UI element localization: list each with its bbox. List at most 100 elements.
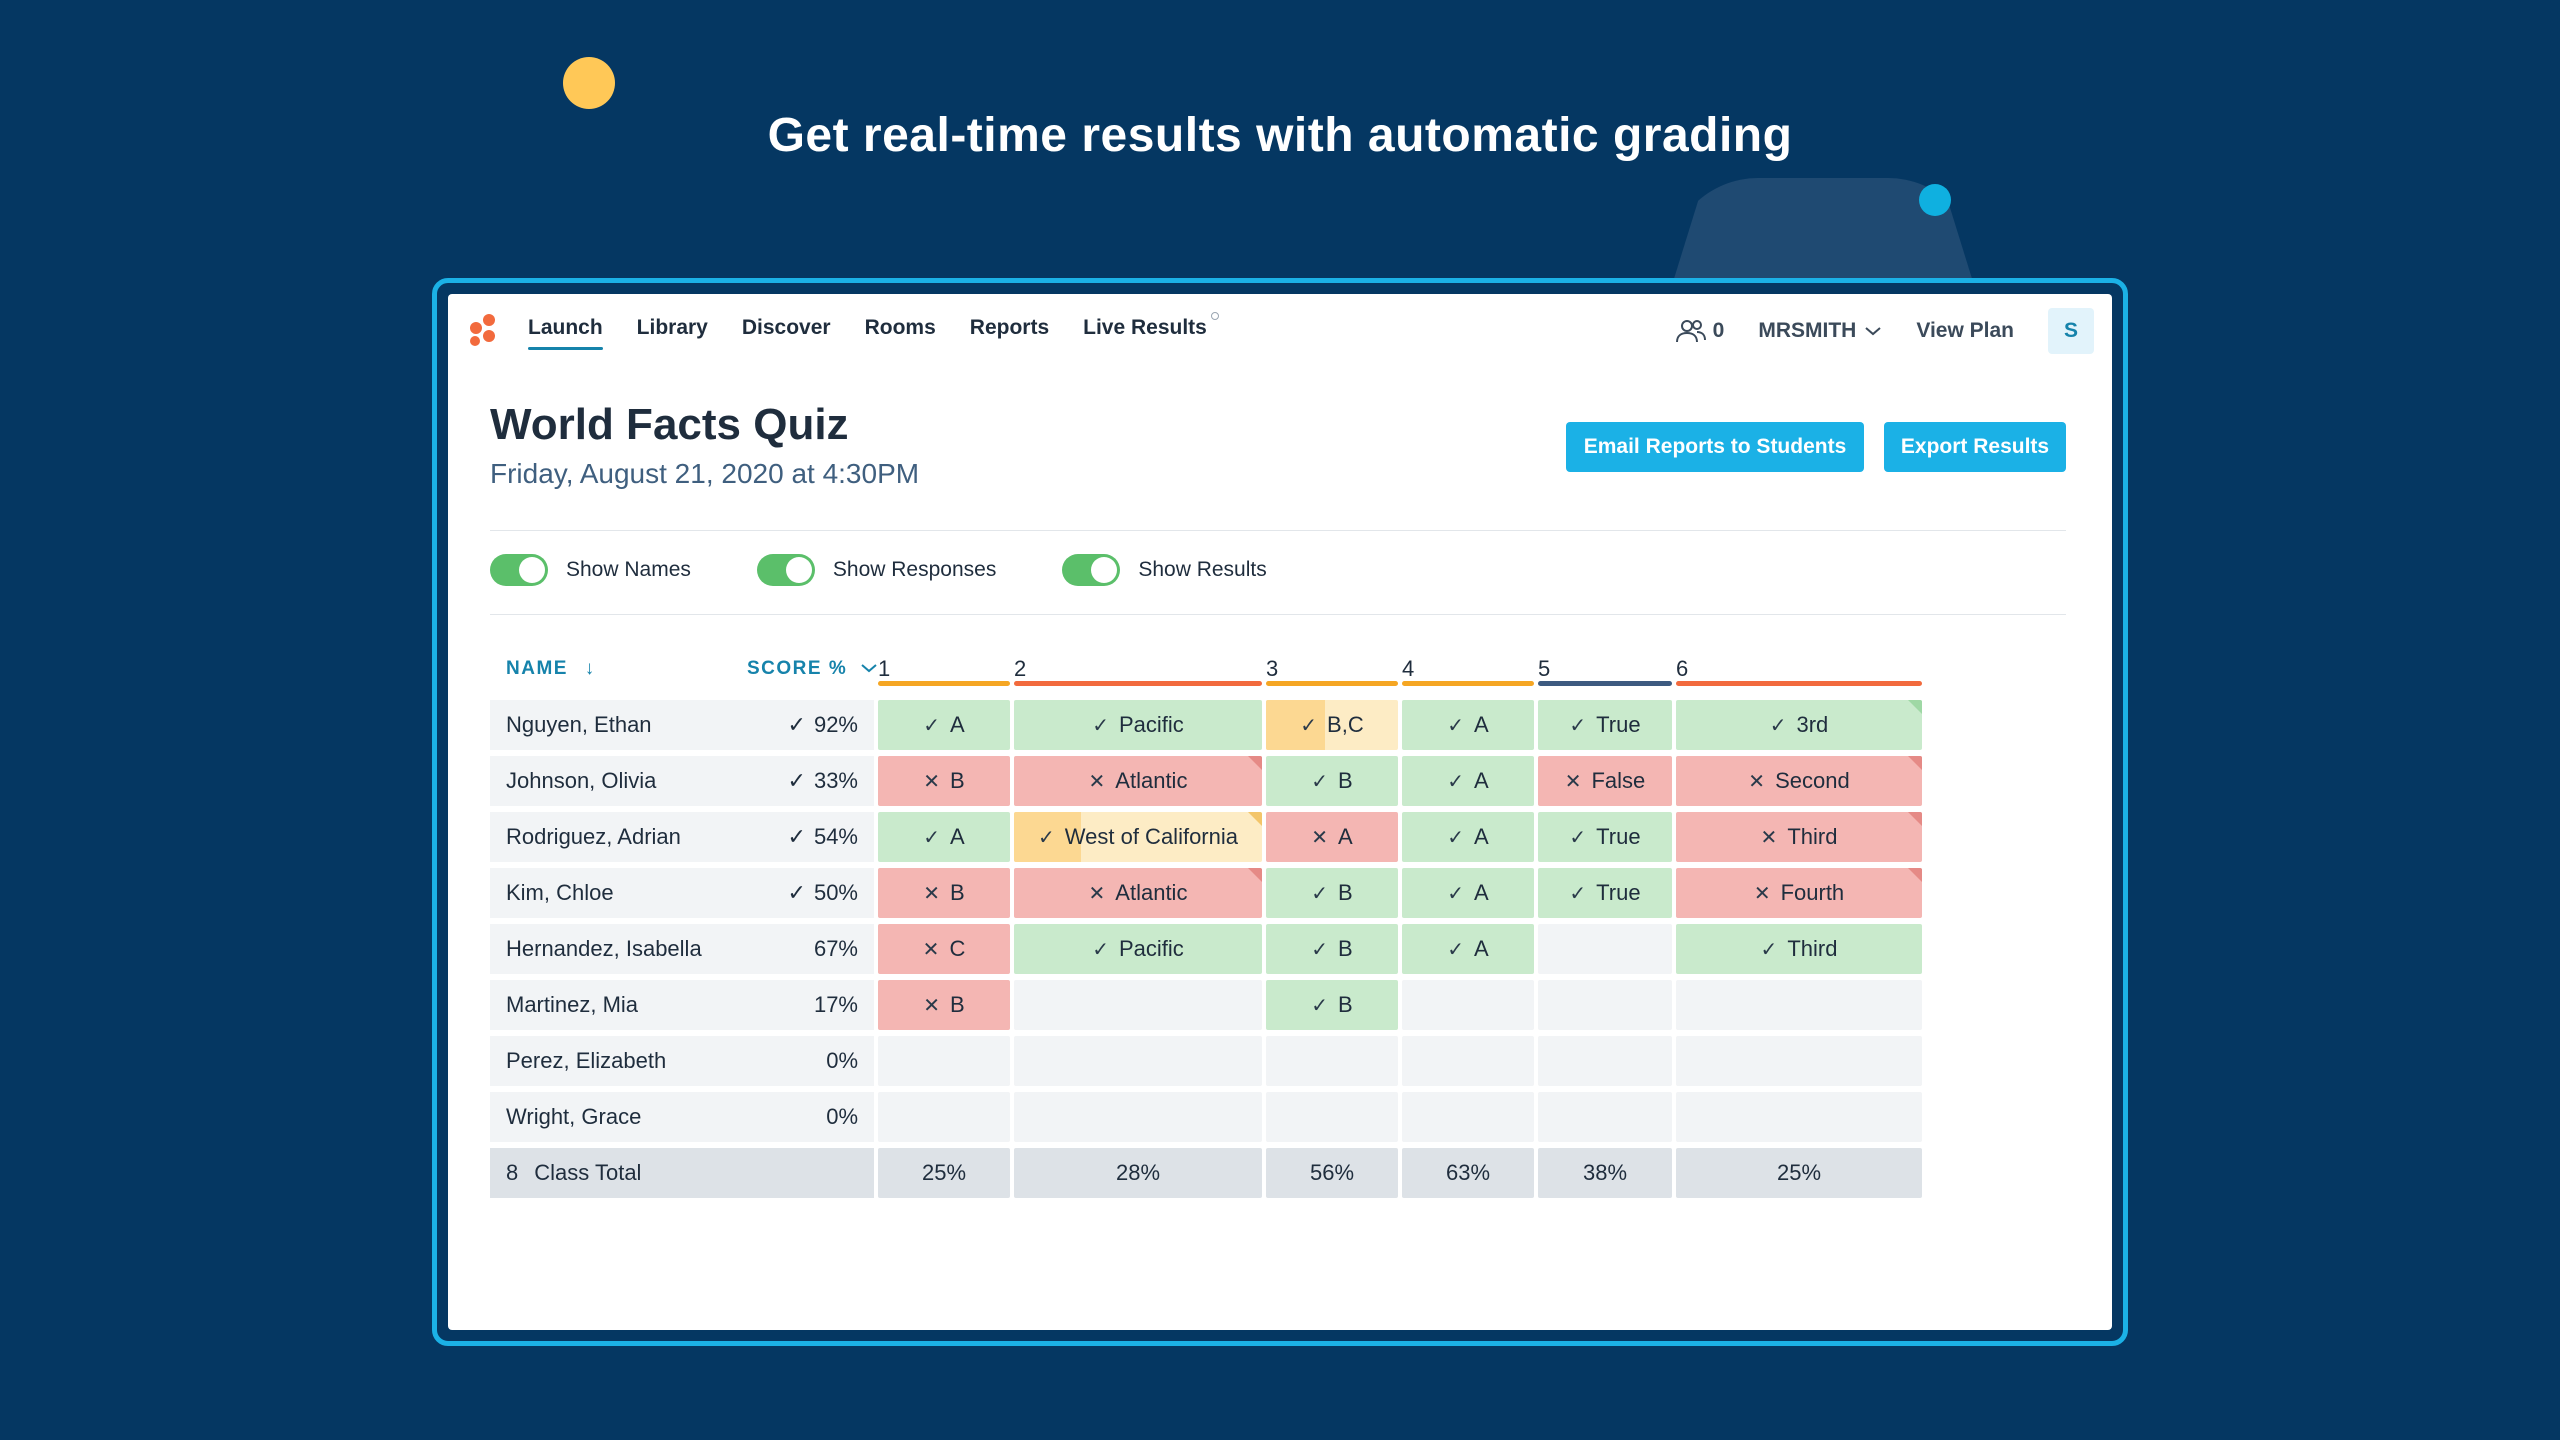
response-cell[interactable]: ✓ True (1538, 700, 1672, 750)
response-cell[interactable]: ✓ A (1402, 868, 1534, 918)
response-cell[interactable]: ✕ False (1538, 756, 1672, 806)
response-cell (1402, 1092, 1534, 1142)
response-cell[interactable]: ✓ True (1538, 812, 1672, 862)
response-cell[interactable]: ✓ A (1402, 812, 1534, 862)
response-cell[interactable]: ✓ B (1266, 868, 1398, 918)
note-corner-icon (1908, 812, 1922, 826)
check-icon: ✓ (1569, 882, 1587, 905)
question-total-cell: 28% (1014, 1148, 1262, 1198)
student-cell[interactable]: Johnson, Olivia ✓ 33% (490, 756, 874, 806)
question-number-4[interactable]: 4 (1402, 656, 1415, 681)
nav-item-rooms[interactable]: Rooms (864, 316, 936, 339)
response-cell (1402, 1036, 1534, 1086)
student-count: 8 (506, 1160, 519, 1185)
toggle-show-results[interactable]: Show Results (1062, 554, 1267, 586)
logo-icon[interactable] (470, 314, 500, 346)
table-row: Rodriguez, Adrian ✓ 54% ✓ A ✓ West of Californ… (490, 812, 1930, 862)
student-score: ✓ 54% (788, 824, 858, 850)
response-cell[interactable]: ✕ Second (1676, 756, 1922, 806)
email-reports-button[interactable]: Email Reports to Students (1566, 422, 1864, 472)
page-title: World Facts Quiz (490, 400, 849, 449)
user-menu[interactable]: MRSMITH (1758, 319, 1882, 343)
student-name: Wright, Grace (506, 1104, 642, 1129)
response-content: ✓ B (1311, 880, 1352, 906)
response-cell[interactable]: ✓ True (1538, 868, 1672, 918)
response-text: B (950, 992, 965, 1017)
toggle-label: Show Names (566, 558, 691, 581)
check-icon: ✓ (1769, 714, 1787, 737)
response-cell[interactable]: ✕ B (878, 868, 1010, 918)
question-number-5[interactable]: 5 (1538, 656, 1551, 681)
class-total-label-cell: 8 Class Total (490, 1148, 874, 1198)
nav-item-launch[interactable]: Launch (528, 316, 603, 350)
response-cell (1014, 1036, 1262, 1086)
question-number-2[interactable]: 2 (1014, 656, 1027, 681)
results-table: NAME ↓ SCORE % 1 2 3 4 5 6 Nguyen, Ethan ✓ 92% ✓ A… (490, 644, 1930, 1204)
response-cell[interactable]: ✓ A (878, 700, 1010, 750)
response-text: A (1474, 936, 1489, 961)
response-cell[interactable]: ✓ A (1402, 756, 1534, 806)
avatar[interactable]: S (2048, 308, 2094, 354)
student-cell[interactable]: Kim, Chloe ✓ 50% (490, 868, 874, 918)
check-icon: ✓ (787, 824, 806, 849)
nav-item-live-results[interactable]: Live Results (1083, 312, 1219, 350)
response-cell[interactable]: ✕ A (1266, 812, 1398, 862)
response-text: West of California (1064, 824, 1238, 849)
response-cell[interactable]: ✕ Third (1676, 812, 1922, 862)
response-cell[interactable]: ✕ Atlantic (1014, 756, 1262, 806)
response-cell[interactable]: ✓ B (1266, 980, 1398, 1030)
response-content: ✓ A (1447, 824, 1488, 850)
response-cell[interactable]: ✓ B,C (1266, 700, 1398, 750)
response-cell[interactable]: ✓ B (1266, 924, 1398, 974)
response-content: ✓ B (1311, 936, 1352, 962)
toggle-show-names[interactable]: Show Names (490, 554, 691, 586)
response-cell[interactable]: ✓ B (1266, 756, 1398, 806)
response-cell[interactable]: ✓ A (1402, 924, 1534, 974)
response-text: Atlantic (1115, 768, 1188, 793)
response-cell[interactable]: ✕ B (878, 980, 1010, 1030)
view-plan-link[interactable]: View Plan (1916, 319, 2014, 342)
response-cell[interactable]: ✓ A (1402, 700, 1534, 750)
response-text: B (1338, 880, 1353, 905)
response-cell[interactable]: ✕ C (878, 924, 1010, 974)
toggle-switch[interactable] (490, 554, 548, 586)
response-cell[interactable]: ✕ Fourth (1676, 868, 1922, 918)
partial-credit-fill (1266, 700, 1326, 750)
question-difficulty-bar (1538, 681, 1672, 686)
toggle-switch[interactable] (756, 554, 815, 586)
student-cell[interactable]: Wright, Grace 0% (490, 1092, 874, 1142)
score-value: 50% (813, 880, 858, 905)
name-column-header[interactable]: NAME ↓ (506, 658, 596, 680)
question-total-cell: 25% (1676, 1148, 1922, 1198)
toggle-show-responses[interactable]: Show Responses (756, 554, 996, 586)
question-number-1[interactable]: 1 (878, 656, 891, 681)
student-cell[interactable]: Nguyen, Ethan ✓ 92% (490, 700, 874, 750)
question-number-6[interactable]: 6 (1676, 656, 1689, 681)
response-content: ✓ B (1311, 992, 1352, 1018)
partial-credit-fill (1014, 812, 1081, 862)
response-content: ✕ C (923, 936, 966, 962)
student-cell[interactable]: Perez, Elizabeth 0% (490, 1036, 874, 1086)
nav-item-reports[interactable]: Reports (969, 316, 1050, 339)
export-results-button[interactable]: Export Results (1884, 422, 2066, 472)
student-cell[interactable]: Rodriguez, Adrian ✓ 54% (490, 812, 874, 862)
response-cell[interactable]: ✓ Pacific (1014, 924, 1262, 974)
student-cell[interactable]: Martinez, Mia 17% (490, 980, 874, 1030)
student-cell[interactable]: Hernandez, Isabella 67% (490, 924, 874, 974)
nav-item-discover[interactable]: Discover (741, 316, 831, 339)
student-name: Johnson, Olivia (506, 768, 657, 793)
response-cell[interactable]: ✓ 3rd (1676, 700, 1922, 750)
toggle-switch[interactable] (1062, 554, 1121, 586)
score-column-header[interactable]: SCORE % (747, 658, 878, 680)
question-number-3[interactable]: 3 (1266, 656, 1279, 681)
response-cell[interactable]: ✓ Pacific (1014, 700, 1262, 750)
response-cell[interactable]: ✓ West of California (1014, 812, 1262, 862)
nav-item-library[interactable]: Library (636, 316, 708, 339)
response-cell[interactable]: ✓ Third (1676, 924, 1922, 974)
users-count[interactable]: 0 (1675, 318, 1724, 344)
response-cell[interactable]: ✕ B (878, 756, 1010, 806)
response-text: Fourth (1780, 880, 1845, 905)
response-content: ✕ Atlantic (1089, 880, 1188, 906)
response-cell[interactable]: ✕ Atlantic (1014, 868, 1262, 918)
response-cell[interactable]: ✓ A (878, 812, 1010, 862)
